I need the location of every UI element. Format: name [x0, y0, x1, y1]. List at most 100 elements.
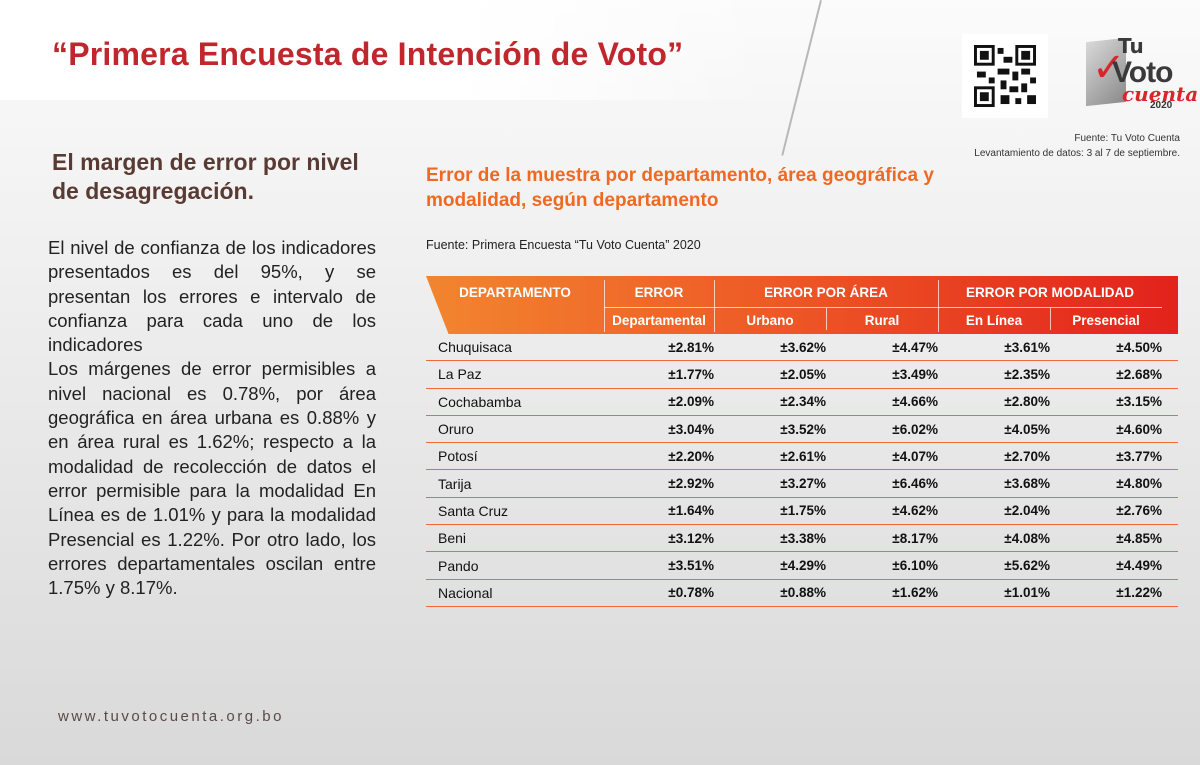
- cell-en-linea: ±2.04%: [1004, 503, 1050, 519]
- header-error-modalidad: ERROR POR MODALIDAD: [966, 284, 1134, 300]
- table-row: Beni ±3.12% ±3.38% ±8.17% ±4.08% ±4.85%: [426, 525, 1178, 553]
- cell-en-linea: ±3.61%: [1004, 339, 1050, 355]
- cell-departamento: Cochabamba: [438, 393, 522, 410]
- cell-presencial: ±4.60%: [1116, 421, 1162, 437]
- paragraph-confidence: El nivel de confianza de los indicadores…: [48, 237, 376, 356]
- tu-voto-cuenta-logo: ✓ Tu Voto cuenta 2020: [1078, 30, 1198, 118]
- cell-rural: ±1.62%: [892, 585, 938, 601]
- table-row: Potosí ±2.20% ±2.61% ±4.07% ±2.70% ±3.77%: [426, 443, 1178, 471]
- header-departamento: DEPARTAMENTO: [459, 284, 571, 300]
- cell-departamental: ±2.20%: [668, 448, 714, 464]
- table-body: Chuquisaca ±2.81% ±3.62% ±4.47% ±3.61% ±4.50%…: [426, 334, 1178, 607]
- cell-presencial: ±4.85%: [1116, 530, 1162, 546]
- header-divider: [604, 280, 605, 332]
- cell-departamento: Pando: [438, 557, 479, 574]
- logo-text-voto: Voto: [1112, 56, 1173, 89]
- cell-presencial: ±2.68%: [1116, 366, 1162, 382]
- table-row: Tarija ±2.92% ±3.27% ±6.46% ±3.68% ±4.80%: [426, 470, 1178, 498]
- cell-rural: ±4.07%: [892, 448, 938, 464]
- qr-code-icon: [962, 34, 1048, 118]
- table-row: Chuquisaca ±2.81% ±3.62% ±4.47% ±3.61% ±4.50%: [426, 334, 1178, 362]
- cell-urbano: ±3.27%: [780, 476, 826, 492]
- table-title: Error de la muestra por departamento, ár…: [426, 165, 934, 211]
- cell-departamento: Nacional: [438, 584, 493, 601]
- header-rural: Rural: [864, 312, 900, 328]
- checkmark-icon: ✓: [1092, 46, 1126, 90]
- header-divider: [604, 307, 1162, 308]
- cell-departamento: Oruro: [438, 421, 474, 438]
- website-url: www.tuvotocuenta.org.bo: [58, 708, 284, 725]
- cell-presencial: ±4.80%: [1116, 476, 1162, 492]
- cell-en-linea: ±4.05%: [1004, 421, 1050, 437]
- cell-rural: ±4.47%: [892, 339, 938, 355]
- cell-departamental: ±2.92%: [668, 476, 714, 492]
- cell-urbano: ±4.29%: [780, 558, 826, 574]
- cell-en-linea: ±5.62%: [1004, 558, 1050, 574]
- source-line: Fuente: Tu Voto Cuenta: [1074, 133, 1180, 144]
- logo-text-cuenta: cuenta: [1122, 82, 1199, 106]
- qr-code-graphic: [974, 45, 1036, 107]
- cell-urbano: ±2.61%: [780, 448, 826, 464]
- header-divider: [938, 280, 939, 332]
- cell-urbano: ±2.05%: [780, 366, 826, 382]
- header-presencial: Presencial: [1072, 312, 1140, 328]
- cell-en-linea: ±2.80%: [1004, 394, 1050, 410]
- cell-presencial: ±4.50%: [1116, 339, 1162, 355]
- table-source: Fuente: Primera Encuesta “Tu Voto Cuenta…: [426, 238, 701, 252]
- cell-rural: ±6.10%: [892, 558, 938, 574]
- cell-departamento: La Paz: [438, 366, 482, 383]
- header-divider: [826, 308, 827, 330]
- source-note: Fuente: Tu Voto Cuenta Levantamiento de …: [974, 131, 1180, 161]
- cell-rural: ±4.62%: [892, 503, 938, 519]
- header-departamental: Departamental: [612, 312, 706, 328]
- cell-presencial: ±3.15%: [1116, 394, 1162, 410]
- header-urbano: Urbano: [746, 312, 794, 328]
- table-row: Oruro ±3.04% ±3.52% ±6.02% ±4.05% ±4.60%: [426, 416, 1178, 444]
- cell-departamental: ±3.12%: [668, 530, 714, 546]
- cell-departamental: ±3.04%: [668, 421, 714, 437]
- header-error-area: ERROR POR ÁREA: [764, 284, 888, 300]
- cell-rural: ±8.17%: [892, 530, 938, 546]
- cell-departamento: Chuquisaca: [438, 339, 512, 356]
- header-en-linea: En Línea: [965, 312, 1023, 328]
- description-text: El nivel de confianza de los indicadores…: [48, 236, 376, 600]
- cell-en-linea: ±2.35%: [1004, 366, 1050, 382]
- cell-urbano: ±1.75%: [780, 503, 826, 519]
- cell-presencial: ±3.77%: [1116, 448, 1162, 464]
- title-banner: [0, 0, 770, 100]
- paragraph-margins: Los márgenes de error permisibles a nive…: [48, 358, 376, 599]
- cell-departamento: Tarija: [438, 475, 472, 492]
- logo-text-tu: Tu: [1118, 34, 1144, 58]
- cell-urbano: ±0.88%: [780, 585, 826, 601]
- cell-urbano: ±3.52%: [780, 421, 826, 437]
- header-error: ERROR: [634, 284, 684, 300]
- cell-presencial: ±2.76%: [1116, 503, 1162, 519]
- table-row: Santa Cruz ±1.64% ±1.75% ±4.62% ±2.04% ±2.76%: [426, 498, 1178, 526]
- cell-urbano: ±2.34%: [780, 394, 826, 410]
- table-row: Pando ±3.51% ±4.29% ±6.10% ±5.62% ±4.49%: [426, 552, 1178, 580]
- table-header: DEPARTAMENTO ERROR ERROR POR ÁREA ERROR …: [426, 276, 1178, 334]
- cell-en-linea: ±2.70%: [1004, 448, 1050, 464]
- cell-departamental: ±3.51%: [668, 558, 714, 574]
- table-row: Cochabamba ±2.09% ±2.34% ±4.66% ±2.80% ±3.15%: [426, 389, 1178, 416]
- cell-departamento: Potosí: [438, 448, 478, 465]
- section-subtitle: El margen de error por nivel de desagreg…: [52, 149, 359, 204]
- cell-departamento: Beni: [438, 530, 467, 547]
- cell-rural: ±3.49%: [892, 366, 938, 382]
- cell-departamental: ±2.09%: [668, 394, 714, 410]
- cell-urbano: ±3.38%: [780, 530, 826, 546]
- header-divider: [1050, 308, 1051, 330]
- cell-urbano: ±3.62%: [780, 339, 826, 355]
- cell-presencial: ±4.49%: [1116, 558, 1162, 574]
- table-row: La Paz ±1.77% ±2.05% ±3.49% ±2.35% ±2.68%: [426, 361, 1178, 389]
- error-table: DEPARTAMENTO ERROR ERROR POR ÁREA ERROR …: [426, 276, 1178, 607]
- table-row: Nacional ±0.78% ±0.88% ±1.62% ±1.01% ±1.22%: [426, 580, 1178, 607]
- cell-rural: ±4.66%: [892, 394, 938, 410]
- cell-presencial: ±1.22%: [1116, 585, 1162, 601]
- cell-departamental: ±0.78%: [668, 585, 714, 601]
- decorative-line: [781, 0, 822, 156]
- cell-en-linea: ±1.01%: [1004, 585, 1050, 601]
- cell-departamental: ±2.81%: [668, 339, 714, 355]
- header-divider: [714, 280, 715, 332]
- page-title: “Primera Encuesta de Intención de Voto”: [52, 36, 684, 72]
